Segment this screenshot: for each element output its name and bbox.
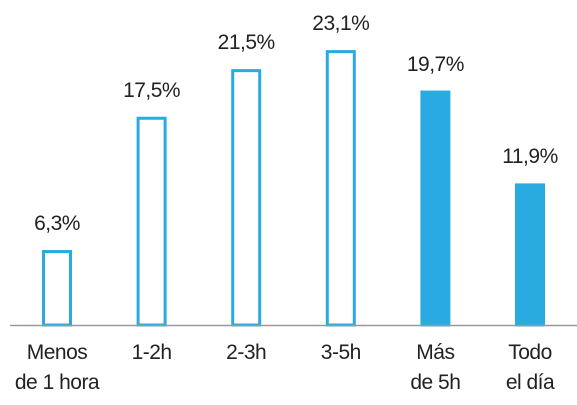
x-tick-label: Menos de 1 hora [14,341,100,394]
value-label: 11,9% [502,145,558,169]
bar [420,90,451,327]
x-tick-label: 2-3h [226,341,267,364]
value-label: 6,3% [34,212,80,236]
value-label: 21,5% [217,31,276,55]
value-label: 17,5% [123,78,181,102]
x-tick-label: 3-5h [320,341,362,364]
bar [42,250,72,327]
x-tick-label: 1-2h [131,341,173,364]
value-label: 19,7% [406,52,465,76]
bar [136,116,167,327]
x-tick-label: Más de 5h [410,341,461,394]
value-label: 23,1% [312,12,370,36]
bar [515,183,545,327]
bar [325,50,356,327]
bar [231,69,262,327]
x-tick-label: Todo el día [505,341,555,394]
